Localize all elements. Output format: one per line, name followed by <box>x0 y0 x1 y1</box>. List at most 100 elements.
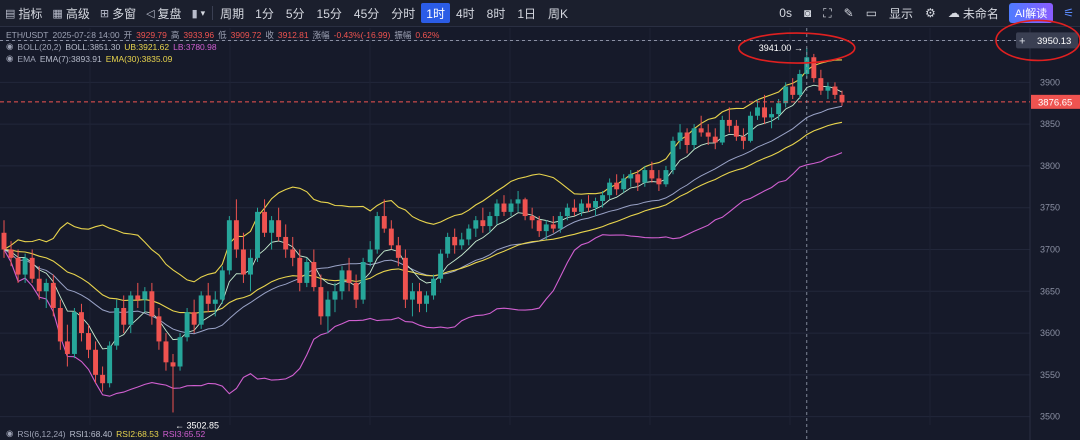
candle-body <box>107 345 113 384</box>
display-button[interactable]: 显示 <box>883 0 919 26</box>
rsi-name: RSI(6,12,24) <box>17 428 66 439</box>
candle-body <box>762 107 768 118</box>
candle-body <box>374 216 380 250</box>
candle-body <box>769 114 775 118</box>
ema7-value: EMA(7):3893.91 <box>39 53 102 64</box>
save-layout-button[interactable]: ☁ 未命名 <box>942 0 1005 26</box>
candle-body <box>712 136 718 143</box>
fullscreen-icon[interactable]: ⛶ <box>823 5 832 20</box>
candle-body <box>726 119 732 126</box>
candle-body <box>15 257 21 275</box>
candle-body <box>226 220 232 271</box>
toolbar-label: 复盘 <box>157 6 182 21</box>
timeframe-tab[interactable]: 1分 <box>255 6 274 21</box>
timeframe-tab[interactable]: 4时 <box>455 6 475 21</box>
candle-body <box>740 136 746 141</box>
candle-body <box>480 220 486 227</box>
candle-body <box>586 203 591 208</box>
candle-body <box>121 307 127 325</box>
toolbar-advanced-button[interactable]: ▦ 高级 <box>47 0 94 26</box>
candle-body <box>325 299 331 317</box>
candle-body <box>304 262 310 283</box>
timeframe-tab[interactable]: 周K <box>548 6 569 21</box>
candle-body <box>431 278 437 296</box>
timeframe-tab[interactable]: 5分 <box>285 6 305 21</box>
toolbar-divider <box>212 6 214 20</box>
candle-body <box>424 295 429 304</box>
candle-body <box>128 295 134 325</box>
candle-body <box>501 203 507 212</box>
candle-body <box>212 299 218 304</box>
candle-body <box>635 174 641 183</box>
candle-body <box>360 262 366 300</box>
toolbar-label: 指标 <box>18 6 43 21</box>
candle-body <box>670 140 676 171</box>
candle-body <box>783 86 789 104</box>
boll-visibility-icon[interactable]: ◉ <box>6 41 14 51</box>
toolbar-replay-button[interactable]: ◁ 复盘 <box>141 0 186 26</box>
boll-mid-line <box>3 105 843 335</box>
low-value: 3909.72 <box>230 30 262 40</box>
high-value: 3933.96 <box>183 30 215 40</box>
candle-body <box>804 57 810 74</box>
chevron-down-icon: ▾ <box>200 7 206 18</box>
candle-body <box>163 341 169 363</box>
toolbar-multi-window-button[interactable]: ⊞ 多窗 <box>95 0 141 26</box>
rsi3-value: RSI3:65.52 <box>162 428 206 439</box>
candle-body <box>191 312 197 325</box>
boll-legend[interactable]: ◉ BOLL(20,2) BOLL:3851.30 UB:3921.62 LB:… <box>6 41 217 52</box>
candle-body <box>8 249 14 258</box>
close-value: 3912.81 <box>277 30 309 40</box>
candle-body <box>1 232 7 250</box>
timeframe-tab[interactable]: 1日 <box>517 6 537 21</box>
candle-body <box>149 291 155 317</box>
timeframe-tab[interactable]: 45分 <box>353 6 380 21</box>
display-label: 显示 <box>889 6 914 21</box>
candle-body <box>663 170 669 185</box>
candle-body <box>255 211 260 258</box>
timeframe-tab[interactable]: 分时 <box>391 6 416 21</box>
rsi-visibility-icon[interactable]: ◉ <box>6 428 14 438</box>
candle-body <box>409 291 415 300</box>
y-tick-label: 3600 <box>1040 328 1060 338</box>
candle-body <box>50 282 56 308</box>
candle-body <box>614 182 620 190</box>
candle-body <box>473 220 479 229</box>
candle-body <box>114 307 120 346</box>
rsi-legend[interactable]: ◉ RSI(6,12,24) RSI1:68.40 RSI2:68.53 RSI… <box>6 428 205 439</box>
candle-body <box>578 203 584 212</box>
timeframe-tab[interactable]: 8时 <box>486 6 506 21</box>
candle-body <box>508 203 514 212</box>
toolbar-chart-type-button[interactable]: ▮ ▾ <box>187 0 211 26</box>
edit-icon[interactable]: ✎ <box>843 6 854 20</box>
countdown-label: 0s <box>779 6 792 20</box>
candle-body <box>600 195 606 202</box>
y-tick-label: 3500 <box>1040 412 1060 422</box>
ai-analysis-button[interactable]: AI解读 <box>1008 3 1054 23</box>
candle-body <box>339 270 345 292</box>
indicator-icon: ▤ <box>5 7 16 20</box>
candle-body <box>705 132 711 137</box>
candle-body <box>142 291 148 300</box>
candle-body <box>564 207 570 217</box>
candle-body <box>64 341 70 354</box>
candle-body <box>71 312 77 354</box>
camera-icon[interactable]: ◙ <box>803 6 812 20</box>
period-label: 周期 <box>220 6 245 21</box>
toolbar-indicator-button[interactable]: ▤ 指标 <box>0 0 47 26</box>
ema-visibility-icon[interactable]: ◉ <box>6 53 14 63</box>
crosshair-price-label: 3950.13 <box>1037 36 1071 47</box>
amplitude-value: 0.62% <box>415 30 440 40</box>
layout-icon[interactable]: ▭ <box>865 6 878 20</box>
ema-legend[interactable]: ◉ EMA EMA(7):3893.91 EMA(30):3835.09 <box>6 53 172 64</box>
settings-icon[interactable]: ⚙ <box>925 6 936 20</box>
timeframe-tab[interactable]: 1时 <box>421 3 450 23</box>
y-tick-label: 3750 <box>1040 203 1060 213</box>
high-marker-label: 3941.00 → <box>759 43 803 53</box>
share-icon[interactable]: ⚟ <box>1063 6 1074 20</box>
candle-body <box>262 211 268 233</box>
boll-mid-value: BOLL:3851.30 <box>65 41 121 52</box>
candle-body <box>297 257 303 283</box>
timeframe-tab[interactable]: 15分 <box>316 6 342 21</box>
